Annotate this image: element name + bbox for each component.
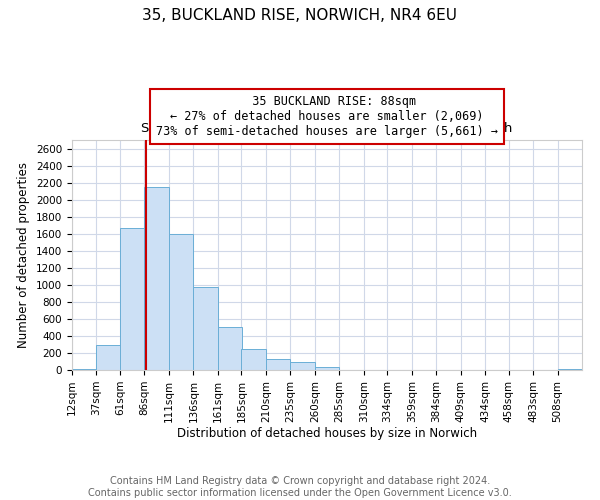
Bar	[72, 368, 97, 370]
Bar	[315, 367, 339, 370]
Bar	[145, 187, 169, 370]
Bar	[290, 362, 315, 370]
Bar	[557, 369, 582, 370]
Text: 35, BUCKLAND RISE, NORWICH, NR4 6EU: 35, BUCKLAND RISE, NORWICH, NR4 6EU	[143, 8, 458, 22]
Bar	[193, 288, 218, 370]
Bar	[241, 348, 266, 370]
Text: 35 BUCKLAND RISE: 88sqm
← 27% of detached houses are smaller (2,069)
73% of semi: 35 BUCKLAND RISE: 88sqm ← 27% of detache…	[156, 94, 498, 138]
Bar	[97, 346, 121, 370]
Bar	[120, 228, 145, 370]
Text: Contains HM Land Registry data © Crown copyright and database right 2024.
Contai: Contains HM Land Registry data © Crown c…	[88, 476, 512, 498]
Title: Size of property relative to detached houses in Norwich: Size of property relative to detached ho…	[142, 122, 512, 134]
Bar	[169, 234, 193, 370]
X-axis label: Distribution of detached houses by size in Norwich: Distribution of detached houses by size …	[177, 428, 477, 440]
Y-axis label: Number of detached properties: Number of detached properties	[17, 162, 31, 348]
Bar	[266, 360, 290, 370]
Bar	[218, 327, 242, 370]
